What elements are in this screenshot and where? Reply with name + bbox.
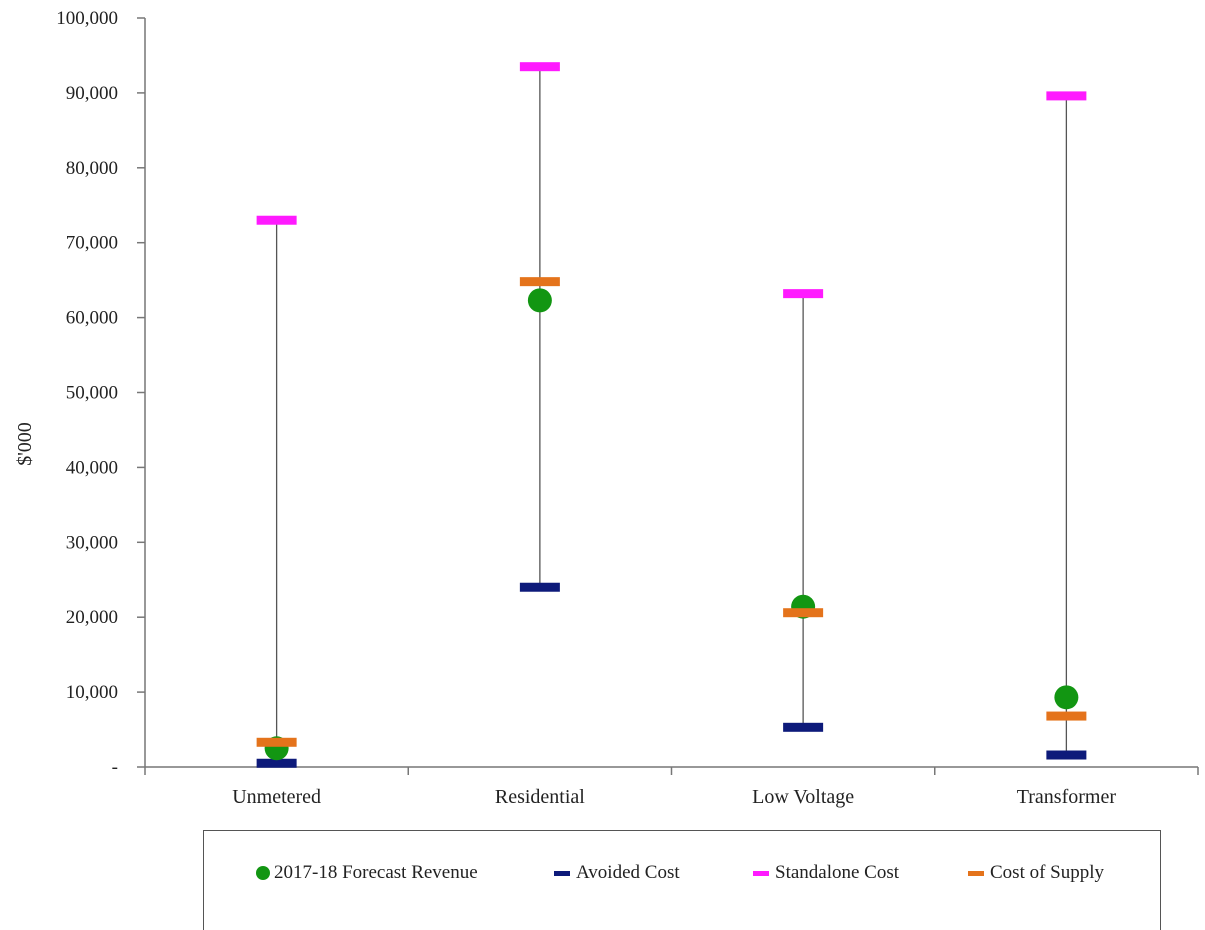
range-lines [275,66,1068,764]
point-2017-18-forecast-revenue [1054,685,1079,710]
chart-axes: - 10,000 20,000 30,000 40,000 50,000 60,000 70,… [56,8,1199,808]
marker-cost-of-supply [519,277,560,287]
legend-label: 2017-18 Forecast Revenue [274,862,478,883]
y-tick-label: 90,000 [66,83,118,104]
x-tick-label: Residential [495,786,585,808]
y-tick-label: 10,000 [66,682,118,703]
legend-item-avoided-cost: Avoided Cost [554,861,680,885]
legend-row: 2017-18 Forecast Revenue Avoided Cost St… [204,861,1160,885]
x-tick-label: Unmetered [232,786,321,808]
marker-cost-of-supply [1046,711,1087,721]
marker-cost-of-supply [256,737,297,747]
marker-standalone-cost [256,215,297,225]
marker-standalone-cost [1046,91,1087,101]
y-tick-label: 70,000 [66,233,118,254]
chart-legend: 2017-18 Forecast Revenue Avoided Cost St… [203,830,1161,930]
legend-swatch-forecast-revenue [256,866,270,880]
legend-item-cost-of-supply: Cost of Supply [968,861,1104,885]
marker-avoided-cost [1046,750,1087,760]
legend-item-forecast-revenue: 2017-18 Forecast Revenue [256,861,478,885]
x-tick-label: Low Voltage [752,786,854,808]
legend-swatch-cost-of-supply [968,870,984,876]
y-tick-label: 100,000 [56,8,118,29]
marker-cost-of-supply [783,608,824,618]
y-tick-label: 50,000 [66,383,118,404]
legend-label: Standalone Cost [775,862,900,883]
marker-standalone-cost [783,289,824,299]
y-axis-title: $'000 [14,422,36,466]
y-tick-label: 30,000 [66,532,118,553]
y-tick-label: 40,000 [66,457,118,478]
x-tick-label: Transformer [1017,786,1117,808]
legend-item-standalone-cost: Standalone Cost [753,861,899,885]
point-2017-18-forecast-revenue [527,288,552,313]
marker-standalone-cost [519,62,560,72]
marker-avoided-cost [256,758,297,768]
legend-swatch-standalone-cost [753,870,769,876]
chart-marks [256,62,1087,768]
marker-avoided-cost [783,722,824,732]
legend-swatch-avoided-cost [554,870,570,876]
legend-label: Cost of Supply [990,862,1105,883]
y-tick-label: 80,000 [66,158,118,179]
legend-label: Avoided Cost [576,862,680,883]
y-tick-label: 20,000 [66,607,118,628]
y-tick-label: - [112,757,118,778]
y-tick-label: 60,000 [66,308,118,329]
marker-avoided-cost [519,582,560,592]
